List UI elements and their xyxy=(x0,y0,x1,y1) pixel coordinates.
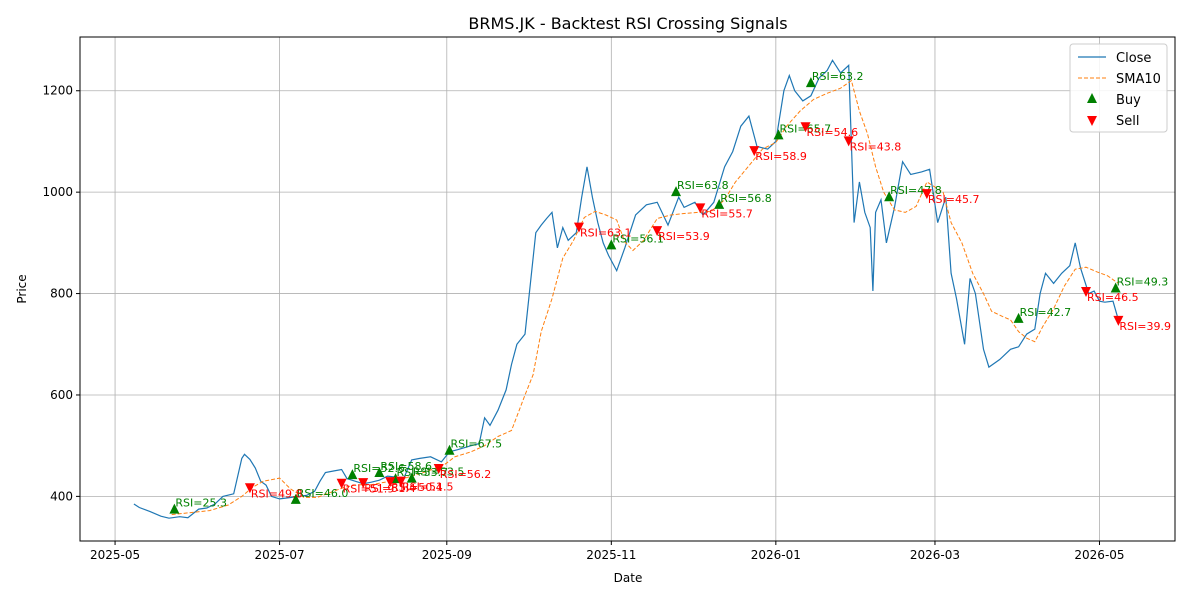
legend-label-sell: Sell xyxy=(1116,114,1139,129)
buy-marker xyxy=(347,469,358,480)
sell-annotation: RSI=55.7 xyxy=(701,207,753,220)
buy-marker xyxy=(671,186,682,197)
x-axis: 2025-05 2025-07 2025-09 2025-11 2026-01 2026-… xyxy=(90,541,1125,562)
buy-marker xyxy=(1013,312,1024,323)
x-tick-label: 2025-11 xyxy=(586,548,636,562)
sell-marker xyxy=(573,222,584,233)
chart-title: BRMS.JK - Backtest RSI Crossing Signals xyxy=(468,14,787,33)
sell-marker xyxy=(843,136,854,147)
buy-marker xyxy=(444,444,455,455)
buy-marker xyxy=(606,239,617,250)
sell-marker xyxy=(695,203,706,214)
sell-marker xyxy=(358,478,369,489)
close-series-line xyxy=(133,59,1119,519)
buy-annotation: RSI=63.2 xyxy=(812,70,864,83)
grid xyxy=(80,37,1175,541)
buy-marker xyxy=(374,467,385,478)
sell-marker xyxy=(921,189,932,200)
x-tick-label: 2026-03 xyxy=(910,548,960,562)
buy-marker xyxy=(714,198,725,209)
y-axis-label: Price xyxy=(15,274,29,303)
x-tick-label: 2026-05 xyxy=(1074,548,1124,562)
y-axis: 400 600 800 1000 1200 xyxy=(42,84,80,503)
buy-annotation: RSI=58.6 xyxy=(380,460,432,473)
buy-annotation: RSI=42.7 xyxy=(1020,306,1072,319)
buy-annotation: RSI=67.5 xyxy=(450,438,502,451)
y-tick-label: 800 xyxy=(50,287,73,301)
buy-marker xyxy=(773,129,784,140)
legend-sell-swatch xyxy=(1087,116,1097,126)
sell-marker xyxy=(244,483,255,494)
sell-annotation: RSI=51.9 xyxy=(343,483,395,496)
buy-annotation: RSI=53.7 xyxy=(397,466,449,479)
x-tick-label: 2025-05 xyxy=(90,548,140,562)
sell-annotation: RSI=49.8 xyxy=(251,487,303,500)
buy-marker xyxy=(805,77,816,88)
sell-annotation: RSI=58.9 xyxy=(755,150,807,163)
sell-annotation: RSI=63.1 xyxy=(580,227,632,240)
sell-annotation: RSI=45.7 xyxy=(928,193,980,206)
sell-annotation: RSI=39.9 xyxy=(1119,320,1171,333)
buy-annotation: RSI=49.3 xyxy=(1117,275,1169,288)
axes-frame xyxy=(79,36,1176,542)
sell-marker xyxy=(336,478,347,489)
sell-annotation: RSI=43.8 xyxy=(850,140,902,153)
x-tick-label: 2025-07 xyxy=(255,548,305,562)
sell-marker xyxy=(800,122,811,133)
buy-annotation: RSI=25.3 xyxy=(175,497,227,510)
buy-annotation: RSI=56.8 xyxy=(720,192,772,205)
y-tick-label: 1000 xyxy=(42,185,73,199)
buy-marker xyxy=(406,472,417,483)
sell-annotation: RSI=46.5 xyxy=(1087,291,1139,304)
buy-annotation: RSI=56.1 xyxy=(612,232,664,245)
buy-marker xyxy=(1110,282,1121,293)
sell-annotation: RSI=50.4 xyxy=(391,481,443,494)
legend-label-sma: SMA10 xyxy=(1116,72,1161,87)
y-tick-label: 1200 xyxy=(42,84,73,98)
buy-marker xyxy=(884,191,895,202)
sell-annotation: RSI=54.6 xyxy=(807,126,859,139)
sell-marker xyxy=(1113,315,1124,326)
legend: Close SMA10 Buy Sell xyxy=(1069,43,1168,133)
sell-marker xyxy=(385,477,396,488)
sell-marker xyxy=(433,463,444,474)
x-tick-label: 2025-09 xyxy=(422,548,472,562)
buy-marker xyxy=(290,493,301,504)
y-tick-label: 400 xyxy=(50,489,73,503)
x-axis-label: Date xyxy=(614,571,643,585)
legend-label-close: Close xyxy=(1116,51,1151,66)
legend-buy-swatch xyxy=(1087,93,1097,103)
sell-marker xyxy=(395,476,406,487)
sell-marker xyxy=(652,226,663,237)
plot-area: RSI=25.3RSI=46.0RSI=52.6RSI=58.6RSI=53.7… xyxy=(133,59,1171,519)
sell-marker xyxy=(749,146,760,157)
buy-marker xyxy=(169,503,180,514)
legend-box xyxy=(1069,43,1168,133)
legend-label-buy: Buy xyxy=(1116,93,1141,108)
sell-annotation: RSI=51.4 xyxy=(364,482,416,495)
sell-annotation: RSI=56.2 xyxy=(440,468,492,481)
y-tick-label: 600 xyxy=(50,388,73,402)
sell-annotation: RSI=53.9 xyxy=(658,230,710,243)
x-tick-label: 2026-01 xyxy=(751,548,801,562)
sell-annotation: RSI=51.5 xyxy=(402,481,454,494)
sell-marker xyxy=(1080,287,1091,298)
buy-annotation: RSI=63.8 xyxy=(677,179,729,192)
buy-annotation: RSI=46.0 xyxy=(297,487,349,500)
